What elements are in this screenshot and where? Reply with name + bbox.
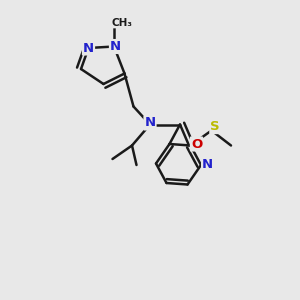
Text: N: N (110, 40, 121, 53)
Text: O: O (191, 137, 202, 151)
Text: S: S (210, 120, 220, 133)
Text: CH₃: CH₃ (111, 17, 132, 28)
Text: N: N (83, 41, 94, 55)
Text: N: N (202, 158, 213, 171)
Text: N: N (144, 116, 156, 130)
